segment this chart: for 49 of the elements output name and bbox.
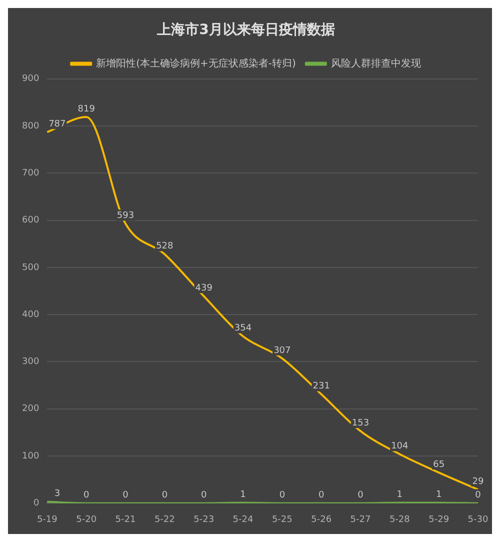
- x-tick-label: 5-22: [154, 514, 175, 525]
- data-label: 1: [240, 490, 246, 500]
- data-label: 0: [162, 490, 168, 501]
- data-label: 528: [156, 242, 174, 252]
- y-tick-label: 300: [22, 357, 40, 368]
- legend-label: 风险人群排查中发现: [330, 57, 421, 70]
- data-label: 0: [279, 490, 286, 501]
- data-label: 0: [200, 490, 207, 501]
- x-tick-label: 5-28: [389, 514, 410, 525]
- y-tick-label: 0: [33, 498, 40, 509]
- x-tick-label: 5-21: [115, 514, 136, 525]
- data-label: 104: [391, 442, 409, 452]
- y-tick-label: 600: [22, 216, 40, 226]
- y-tick-label: 400: [22, 310, 40, 320]
- x-tick-label: 5-29: [428, 514, 450, 525]
- x-tick-label: 5-27: [350, 514, 371, 525]
- y-tick-label: 200: [22, 404, 40, 414]
- data-label: 3: [54, 489, 60, 500]
- x-tick-label: 5-25: [272, 514, 292, 525]
- data-label: 0: [318, 490, 324, 501]
- data-label: 1: [396, 490, 403, 500]
- y-tick-label: 500: [22, 262, 40, 273]
- data-label: 354: [234, 324, 252, 334]
- y-tick-label: 800: [22, 121, 40, 132]
- data-label: 0: [475, 490, 482, 501]
- data-label: 65: [433, 460, 445, 470]
- x-tick-label: 5-23: [194, 514, 214, 525]
- data-label: 0: [358, 490, 364, 501]
- data-label: 787: [48, 119, 66, 130]
- x-tick-label: 5-30: [468, 514, 488, 525]
- data-label: 231: [312, 382, 330, 392]
- data-label: 307: [274, 346, 291, 356]
- data-label: 819: [78, 104, 96, 114]
- y-tick-label: 900: [22, 74, 40, 84]
- data-label: 1: [436, 490, 442, 500]
- data-label: 439: [195, 284, 213, 294]
- x-tick-label: 5-20: [76, 514, 97, 525]
- y-tick-label: 100: [22, 451, 40, 462]
- chart-title: 上海市3月以来每日疫情数据: [156, 21, 335, 38]
- data-label: 0: [122, 490, 129, 501]
- x-tick-label: 5-26: [311, 514, 332, 525]
- legend-label: 新增阳性(本土确诊病例+无症状感染者-转归): [96, 57, 296, 70]
- x-tick-label: 5-19: [36, 514, 58, 525]
- data-label: 593: [116, 210, 134, 221]
- data-label: 0: [83, 490, 90, 501]
- data-label: 153: [352, 418, 370, 428]
- y-tick-label: 700: [22, 168, 40, 178]
- x-tick-label: 5-24: [232, 514, 254, 525]
- data-label: 29: [472, 476, 484, 487]
